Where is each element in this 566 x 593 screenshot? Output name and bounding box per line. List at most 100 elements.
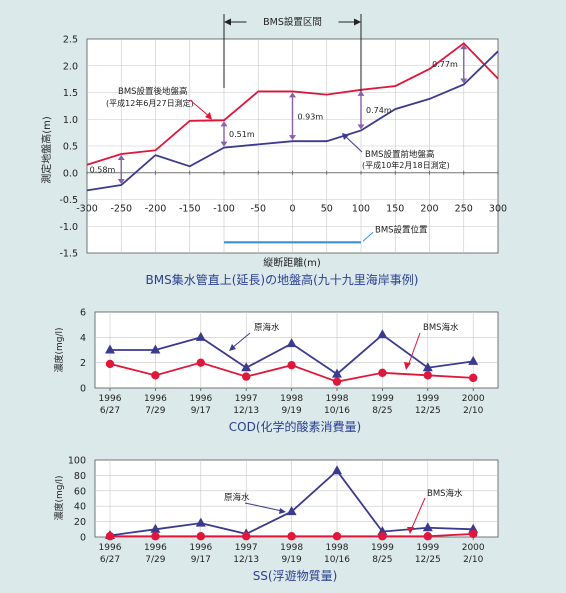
x-tick-date: 9/17	[191, 406, 211, 416]
y-tick-label: 2.5	[63, 35, 78, 46]
x-tick-date: 12/25	[415, 406, 441, 416]
chart-title-3: SS(浮遊物質量)	[253, 568, 338, 583]
legend-before-name: BMS設置前地盤高	[365, 149, 435, 160]
y-tick-label: 100	[68, 456, 86, 467]
x-tick-label: -300	[76, 203, 98, 214]
x-tick-year: 1998	[326, 394, 349, 404]
marker-triangle	[105, 344, 115, 354]
x-tick-year: 1996	[144, 543, 167, 553]
x-tick-year: 1997	[235, 543, 258, 553]
legend-before-note: (平成10年2月18日測定)	[362, 160, 450, 170]
y-tick-label: 1.0	[63, 115, 78, 126]
legend-leader	[410, 497, 426, 531]
legend-leader	[244, 502, 283, 512]
arrow-head-down	[289, 135, 296, 141]
arrow-head-down	[117, 179, 125, 185]
x-tick-date: 10/16	[324, 555, 350, 565]
y-axis-label-1: 測定地盤高(m)	[40, 116, 53, 184]
x-tick-year: 2000	[462, 543, 485, 553]
installation-section: BMS設置区間	[223, 12, 362, 92]
y-tick-label: -1.5	[59, 249, 78, 260]
y-ticks-3: 0 20 40 60 80 100	[68, 456, 86, 544]
legend-leader	[231, 332, 251, 349]
arrow-head-up	[289, 92, 296, 98]
legend-leaders-3	[244, 497, 426, 534]
marker-circle	[242, 372, 251, 381]
x-tick-year: 1996	[144, 394, 167, 404]
difference-label: 0.58m	[90, 166, 116, 175]
x-tick-label: -50	[250, 203, 266, 214]
y-tick-label: 2.0	[63, 61, 78, 72]
difference-label: 0.74m	[366, 106, 392, 115]
y-tick-label: 2	[80, 358, 86, 369]
series-line-after	[86, 42, 499, 166]
x-tick-year: 1997	[235, 394, 258, 404]
x-tick-date: 10/16	[324, 406, 350, 416]
leader-after	[189, 99, 211, 118]
x-axis-label-1: 縦断距離(m)	[263, 256, 321, 269]
marker-triangle	[286, 338, 297, 348]
marker-circle	[287, 532, 296, 541]
x-tick-label: 200	[420, 203, 438, 214]
x-tick-date: 8/25	[372, 406, 392, 416]
marker-circle	[196, 358, 205, 367]
leader-before	[344, 135, 363, 153]
x-tick-label: -100	[213, 203, 235, 214]
x-tick-year: 1999	[416, 543, 439, 553]
y-tick-label: 6	[80, 308, 86, 319]
legend-leaders-1	[189, 99, 363, 153]
difference-label: 0.93m	[298, 112, 324, 121]
legend-bms-2: BMS海水	[423, 322, 459, 333]
section-arrow-right	[354, 18, 361, 26]
marker-circle	[196, 532, 205, 541]
arrow-head-up	[117, 155, 125, 161]
arrow-head-up	[357, 90, 365, 96]
y-ticks-2: 0 2 4 6	[80, 308, 86, 395]
y-tick-label: -1.0	[59, 222, 78, 233]
legend-leaders-2	[229, 332, 421, 370]
difference-label: 0.51m	[229, 130, 255, 139]
x-tick-date: 6/27	[100, 555, 120, 565]
x-tick-date: 7/29	[145, 555, 165, 565]
x-tick-date: 9/17	[191, 555, 211, 565]
x-tick-year: 1999	[371, 543, 394, 553]
x-tick-year: 1999	[371, 394, 394, 404]
arrow-head-up	[220, 121, 228, 127]
marker-circle	[151, 371, 160, 380]
series-line-before	[86, 50, 499, 192]
marker-circle	[105, 359, 115, 369]
leader-before-head	[342, 133, 349, 140]
marker-triangle	[286, 506, 297, 516]
y-tick-label: -0.5	[59, 195, 78, 206]
marker-triangle	[422, 362, 433, 372]
marker-circle	[423, 532, 432, 541]
x-tick-date: 12/13	[233, 406, 259, 416]
marker-triangle	[195, 517, 206, 527]
x-tick-year: 1996	[99, 394, 122, 404]
y-tick-label: 0.0	[63, 168, 78, 179]
y-tick-label: 0.5	[63, 142, 78, 153]
arrow-head-down	[357, 124, 365, 130]
series-1	[86, 42, 499, 192]
marker-triangle	[332, 465, 342, 475]
marker-circle	[287, 361, 296, 370]
x-tick-date: 6/27	[100, 406, 120, 416]
x-tick-label: 50	[321, 203, 333, 214]
x-tick-date: 9/19	[281, 555, 301, 565]
x-tick-year: 2000	[462, 394, 485, 404]
x-tick-label: 0	[289, 203, 295, 214]
marker-triangle	[241, 362, 252, 372]
y-tick-label: 4	[80, 333, 86, 344]
difference-annotations: 0.58m 0.51m 0.93m 0.74m 0.77m	[90, 44, 468, 185]
marker-circle	[423, 371, 432, 380]
y-axis-label-2: 濃度(mg/l)	[53, 327, 65, 372]
legend-leader-head	[229, 344, 236, 351]
marker-circle	[105, 532, 115, 541]
legend-leader	[407, 332, 421, 367]
marker-circle	[378, 368, 387, 377]
legend-after-note: (平成12年6月27日測定)	[106, 98, 194, 108]
marker-circle	[378, 532, 387, 541]
